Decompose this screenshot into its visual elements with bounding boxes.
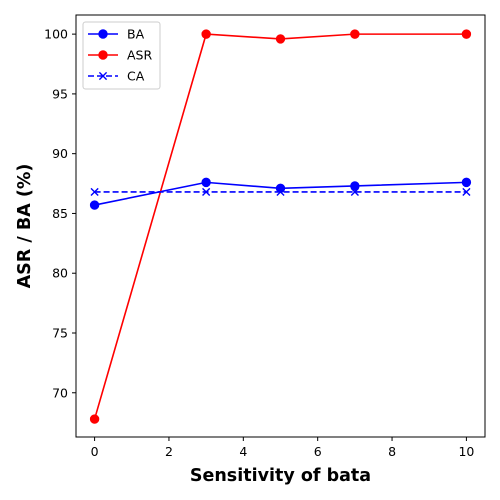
x-tick-label: 8	[388, 444, 396, 459]
legend-label: BA	[127, 27, 145, 42]
data-point-asr	[350, 29, 360, 39]
data-point-ba	[350, 181, 360, 191]
data-point-ba	[461, 177, 472, 188]
legend-label: ASR	[127, 48, 152, 63]
y-tick-label: 95	[52, 86, 68, 101]
legend-label: CA	[127, 69, 145, 84]
legend-box	[82, 21, 161, 90]
x-axis-title: Sensitivity of bata	[190, 466, 371, 486]
data-point-asr	[201, 29, 211, 39]
legend-marker	[98, 29, 108, 39]
series-layer	[89, 29, 472, 424]
y-tick-label: 90	[52, 146, 68, 161]
data-point-ca	[276, 187, 285, 197]
data-point-ca	[350, 187, 359, 197]
legend-marker	[98, 71, 108, 81]
x-tick-label: 10	[458, 444, 474, 459]
data-point-asr	[89, 414, 100, 424]
y-tick-label: 70	[52, 385, 68, 400]
plot-frame	[75, 14, 486, 438]
x-tick-label: 4	[239, 444, 247, 459]
x-axis-ticks: 0 2 4 6 8 10	[91, 437, 474, 459]
legend-item-ca: CA	[88, 69, 145, 84]
legend: BA ASR CA	[82, 21, 161, 90]
data-point-ba	[201, 177, 211, 188]
data-point-asr	[275, 34, 286, 44]
y-axis-ticks: 70 75 80 85 90 95 100	[44, 27, 76, 400]
legend-item-asr: ASR	[88, 48, 152, 63]
legend-marker	[98, 50, 108, 60]
data-point-ba	[89, 200, 100, 210]
x-tick-label: 0	[91, 444, 99, 459]
y-axis-title: ASR / BA (%)	[15, 164, 35, 289]
data-point-ca	[202, 187, 211, 197]
y-tick-label: 80	[52, 266, 68, 281]
y-tick-label: 85	[52, 206, 68, 221]
legend-item-ba: BA	[88, 27, 145, 42]
data-point-ca	[90, 187, 99, 197]
series-ca	[90, 187, 471, 197]
x-tick-label: 6	[314, 444, 322, 459]
data-point-asr	[461, 29, 472, 39]
data-point-ca	[462, 187, 471, 197]
y-tick-label: 75	[52, 325, 68, 340]
y-tick-label: 100	[44, 27, 68, 42]
series-asr	[89, 29, 472, 424]
x-tick-label: 2	[165, 444, 173, 459]
